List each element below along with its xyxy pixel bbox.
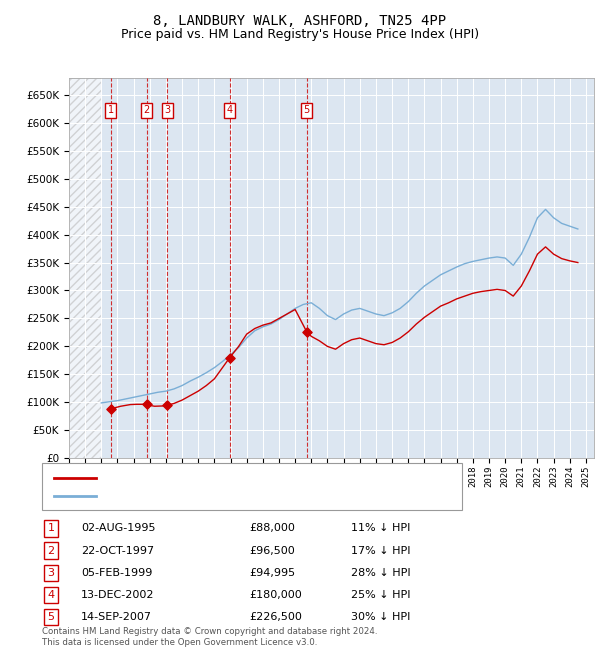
Text: 2: 2 (47, 545, 55, 556)
Text: £94,995: £94,995 (249, 567, 295, 578)
Text: £88,000: £88,000 (249, 523, 295, 534)
Text: 11% ↓ HPI: 11% ↓ HPI (351, 523, 410, 534)
Text: 5: 5 (304, 105, 310, 115)
Text: 17% ↓ HPI: 17% ↓ HPI (351, 545, 410, 556)
Text: 05-FEB-1999: 05-FEB-1999 (81, 567, 152, 578)
Text: 13-DEC-2002: 13-DEC-2002 (81, 590, 155, 600)
Point (302, 326, 311, 337)
Text: 3: 3 (164, 105, 170, 115)
Point (106, 404, 115, 414)
Text: Price paid vs. HM Land Registry's House Price Index (HPI): Price paid vs. HM Land Registry's House … (121, 28, 479, 41)
Text: £226,500: £226,500 (249, 612, 302, 622)
Text: 14-SEP-2007: 14-SEP-2007 (81, 612, 152, 622)
Text: 25% ↓ HPI: 25% ↓ HPI (351, 590, 410, 600)
Point (225, 352, 235, 363)
Text: 5: 5 (47, 612, 55, 622)
Text: 28% ↓ HPI: 28% ↓ HPI (351, 567, 410, 578)
Text: 8, LANDBURY WALK, ASHFORD, TN25 4PP: 8, LANDBURY WALK, ASHFORD, TN25 4PP (154, 14, 446, 29)
Text: 30% ↓ HPI: 30% ↓ HPI (351, 612, 410, 622)
Text: 1: 1 (107, 105, 114, 115)
Text: 2: 2 (143, 105, 150, 115)
Text: 22-OCT-1997: 22-OCT-1997 (81, 545, 154, 556)
Text: 02-AUG-1995: 02-AUG-1995 (81, 523, 155, 534)
Point (142, 399, 151, 410)
Text: HPI: Average price, detached house, Ashford: HPI: Average price, detached house, Ashf… (102, 491, 335, 501)
Text: 4: 4 (227, 105, 233, 115)
Text: 3: 3 (47, 567, 55, 578)
Bar (69, 78, 101, 458)
Text: 8, LANDBURY WALK, ASHFORD, TN25 4PP (detached house): 8, LANDBURY WALK, ASHFORD, TN25 4PP (det… (102, 473, 413, 483)
Text: £180,000: £180,000 (249, 590, 302, 600)
Text: 4: 4 (47, 590, 55, 600)
Text: £96,500: £96,500 (249, 545, 295, 556)
Text: Contains HM Land Registry data © Crown copyright and database right 2024.
This d: Contains HM Land Registry data © Crown c… (42, 627, 377, 647)
Point (163, 400, 172, 410)
Text: 1: 1 (47, 523, 55, 534)
